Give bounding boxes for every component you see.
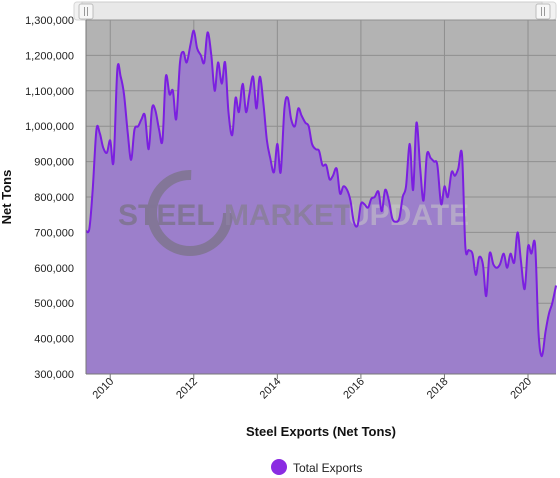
x-tick-label: 2016	[341, 376, 367, 402]
watermark-text-c: UPDATE	[348, 199, 469, 232]
watermark: STEEL MARKET UPDATE	[118, 170, 469, 256]
x-tick-label: 2020	[508, 376, 534, 402]
grip-lines-icon[interactable]	[535, 3, 551, 20]
y-tick-label: 400,000	[34, 334, 74, 346]
x-tick-label: 2018	[425, 376, 451, 402]
watermark-logo-ring	[147, 170, 233, 256]
y-tick-label: 300,000	[34, 369, 74, 381]
grip-lines-icon[interactable]	[78, 3, 94, 20]
navigator-selection[interactable]	[81, 1, 543, 21]
y-tick-label: 1,000,000	[25, 121, 74, 133]
y-tick-label: 500,000	[34, 298, 74, 310]
legend[interactable]: Total Exports	[271, 459, 362, 475]
x-tick-label: 2014	[258, 376, 284, 402]
y-tick-label: 800,000	[34, 192, 74, 204]
x-tick-label: 2012	[174, 376, 200, 402]
y-axis-title: Net Tons	[0, 170, 14, 225]
x-tick-label: 2010	[91, 376, 117, 402]
series-area-total-exports	[86, 30, 556, 374]
series-line-total-exports	[85, 29, 557, 358]
y-axis-ticks: 300,000 400,000 500,000 600,000 700,000 800,0…	[25, 15, 74, 381]
y-tick-label: 600,000	[34, 263, 74, 275]
y-tick-label: 1,300,000	[25, 15, 74, 27]
y-tick-label: 1,100,000	[25, 86, 74, 98]
range-navigator[interactable]	[73, 1, 557, 21]
legend-label[interactable]: Total Exports	[293, 461, 362, 475]
y-tick-label: 900,000	[34, 157, 74, 169]
x-axis-title: Steel Exports (Net Tons)	[246, 424, 396, 439]
x-axis-ticks: 2010 2012 2014 2016 2018 2020	[91, 374, 534, 402]
y-tick-label: 1,200,000	[25, 50, 74, 62]
watermark-text-b: MARKET	[224, 199, 352, 232]
legend-marker[interactable]	[271, 459, 287, 475]
watermark-text-a: STEEL	[118, 199, 215, 232]
y-tick-label: 700,000	[34, 227, 74, 239]
